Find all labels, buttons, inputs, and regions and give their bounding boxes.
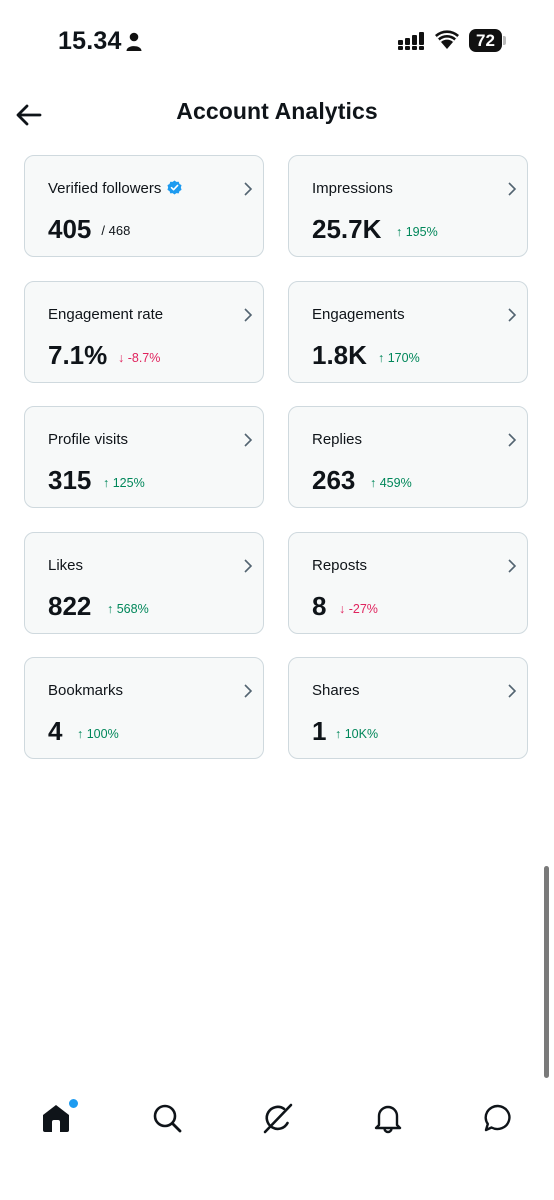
card-value: 822 <box>48 591 92 621</box>
card-label: Reposts <box>312 557 368 574</box>
battery-cap <box>503 36 506 45</box>
card-total: / 468 <box>101 223 131 238</box>
card-label: Likes <box>48 557 84 574</box>
chevron-right-icon <box>244 308 253 322</box>
card-engagements[interactable]: Engagements 1.8K ↑ 170% <box>288 281 528 383</box>
card-replies[interactable]: Replies 263 ↑ 459% <box>288 406 528 508</box>
battery-level: 72 <box>469 29 502 52</box>
card-shares[interactable]: Shares 1 ↑ 10K% <box>288 657 528 759</box>
chevron-right-icon <box>508 433 517 447</box>
search-icon <box>153 1104 182 1133</box>
card-change: ↓ -27% <box>339 602 378 616</box>
card-value: 4 <box>48 716 63 746</box>
card-change: ↑ 170% <box>378 351 420 365</box>
card-change: ↑ 10K% <box>335 727 379 741</box>
card-verified-followers[interactable]: Verified followers 405/ 468 <box>24 155 264 257</box>
chevron-right-icon <box>244 182 253 196</box>
card-value: 263 <box>312 465 356 495</box>
card-engagement-rate[interactable]: Engagement rate 7.1% ↓ -8.7% <box>24 281 264 383</box>
home-icon <box>43 1105 69 1132</box>
bell-icon <box>374 1105 402 1134</box>
card-value: 25.7K <box>312 214 382 244</box>
status-bar: 15.34 72 <box>0 0 554 84</box>
card-value: 1.8K <box>312 340 367 370</box>
chevron-right-icon <box>244 433 253 447</box>
card-bookmarks[interactable]: Bookmarks 4 ↑ 100% <box>24 657 264 759</box>
card-value: 315 <box>48 465 92 495</box>
cellular-signal-icon <box>398 32 424 50</box>
card-label: Profile visits <box>48 431 129 448</box>
chevron-right-icon <box>508 182 517 196</box>
nav-notifications[interactable] <box>364 1094 412 1142</box>
card-label: Verified followers <box>48 180 182 197</box>
status-time: 15.34 <box>58 27 122 55</box>
message-bubble-icon <box>484 1104 511 1132</box>
page-title: Account Analytics <box>176 98 378 124</box>
card-value: 8 <box>312 591 327 621</box>
nav-search[interactable] <box>143 1094 191 1142</box>
card-change: ↓ -8.7% <box>118 351 161 365</box>
card-change: ↑ 195% <box>396 225 438 239</box>
wifi-icon <box>435 30 459 49</box>
grok-icon <box>263 1103 293 1134</box>
bottom-nav <box>0 1080 554 1160</box>
notification-dot <box>68 1098 79 1109</box>
nav-grok[interactable] <box>254 1094 302 1142</box>
card-impressions[interactable]: Impressions 25.7K ↑ 195% <box>288 155 528 257</box>
verified-badge-icon <box>167 180 182 195</box>
card-label: Engagement rate <box>48 306 164 323</box>
chevron-right-icon <box>508 684 517 698</box>
card-change: ↑ 568% <box>107 602 149 616</box>
chevron-right-icon <box>508 308 517 322</box>
card-reposts[interactable]: Reposts 8 ↓ -27% <box>288 532 528 634</box>
chevron-right-icon <box>244 559 253 573</box>
chevron-right-icon <box>244 684 253 698</box>
person-icon <box>126 32 142 51</box>
card-value: 1 <box>312 716 327 746</box>
scrollbar-thumb[interactable] <box>544 866 549 1078</box>
card-label: Bookmarks <box>48 682 124 699</box>
card-likes[interactable]: Likes 822 ↑ 568% <box>24 532 264 634</box>
battery-icon: 72 <box>469 29 506 53</box>
nav-messages[interactable] <box>474 1094 522 1142</box>
chevron-right-icon <box>508 559 517 573</box>
card-change: ↑ 125% <box>103 476 145 490</box>
card-change: ↑ 100% <box>77 727 119 741</box>
card-value: 7.1% <box>48 340 108 370</box>
nav-home[interactable] <box>32 1094 80 1142</box>
back-arrow-icon[interactable] <box>10 96 48 134</box>
card-label: Replies <box>312 431 363 448</box>
card-change: ↑ 459% <box>370 476 412 490</box>
card-label: Impressions <box>312 180 393 197</box>
card-value: 405/ 468 <box>48 214 131 244</box>
card-profile-visits[interactable]: Profile visits 315 ↑ 125% <box>24 406 264 508</box>
card-label: Shares <box>312 682 360 699</box>
card-label: Engagements <box>312 306 405 323</box>
